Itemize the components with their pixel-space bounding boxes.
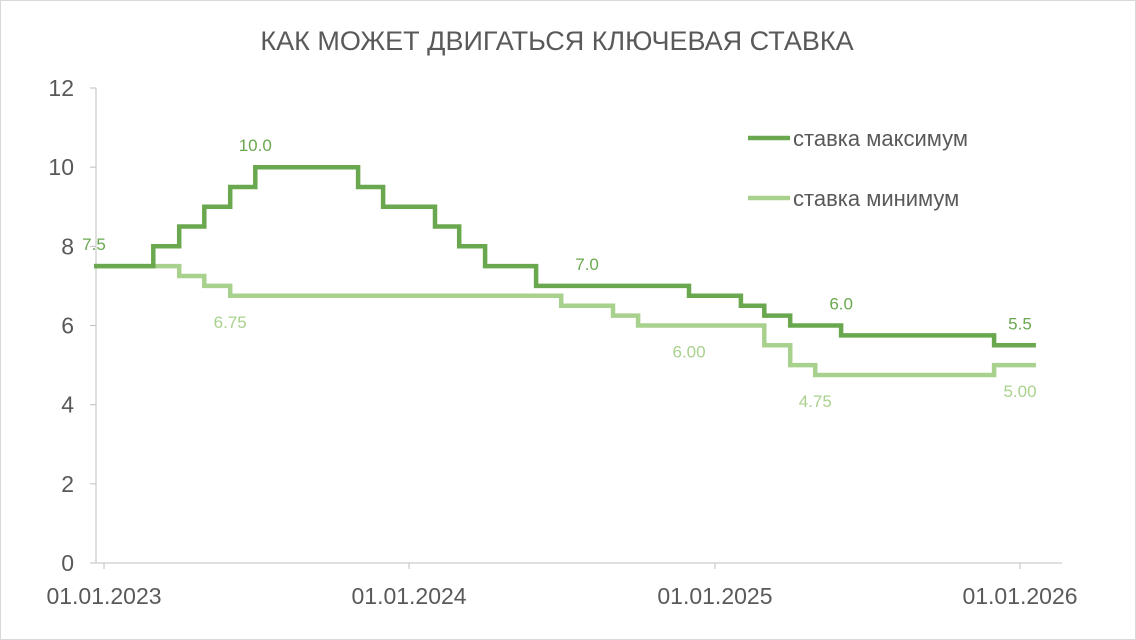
data-label: 6.0: [829, 295, 853, 314]
data-label: 6.00: [672, 343, 705, 362]
x-tick-label: 01.01.2026: [962, 583, 1077, 609]
data-label: 5.00: [1003, 382, 1036, 401]
data-label: 4.75: [799, 392, 832, 411]
y-tick-label: 4: [61, 392, 74, 418]
data-label: 6.75: [214, 313, 247, 332]
x-tick-label: 01.01.2025: [657, 583, 772, 609]
y-tick-label: 6: [61, 313, 74, 339]
legend-label: ставка минимум: [793, 186, 959, 211]
x-tick-label: 01.01.2023: [46, 583, 161, 609]
series-line: [94, 263, 1036, 378]
y-tick-label: 12: [48, 75, 74, 101]
y-tick-label: 10: [48, 154, 74, 180]
legend-label: ставка максимум: [793, 126, 968, 151]
series-line: [94, 164, 1036, 348]
chart-title: КАК МОЖЕТ ДВИГАТЬСЯ КЛЮЧЕВАЯ СТАВКА: [260, 26, 854, 56]
data-label: 7.0: [575, 255, 599, 274]
data-label: 10.0: [239, 136, 272, 155]
data-label: 7.5: [82, 235, 106, 254]
y-tick-label: 0: [61, 550, 74, 576]
x-tick-label: 01.01.2024: [351, 583, 466, 609]
y-tick-label: 2: [61, 471, 74, 497]
data-label: 5.5: [1008, 314, 1032, 333]
y-tick-label: 8: [61, 233, 74, 259]
